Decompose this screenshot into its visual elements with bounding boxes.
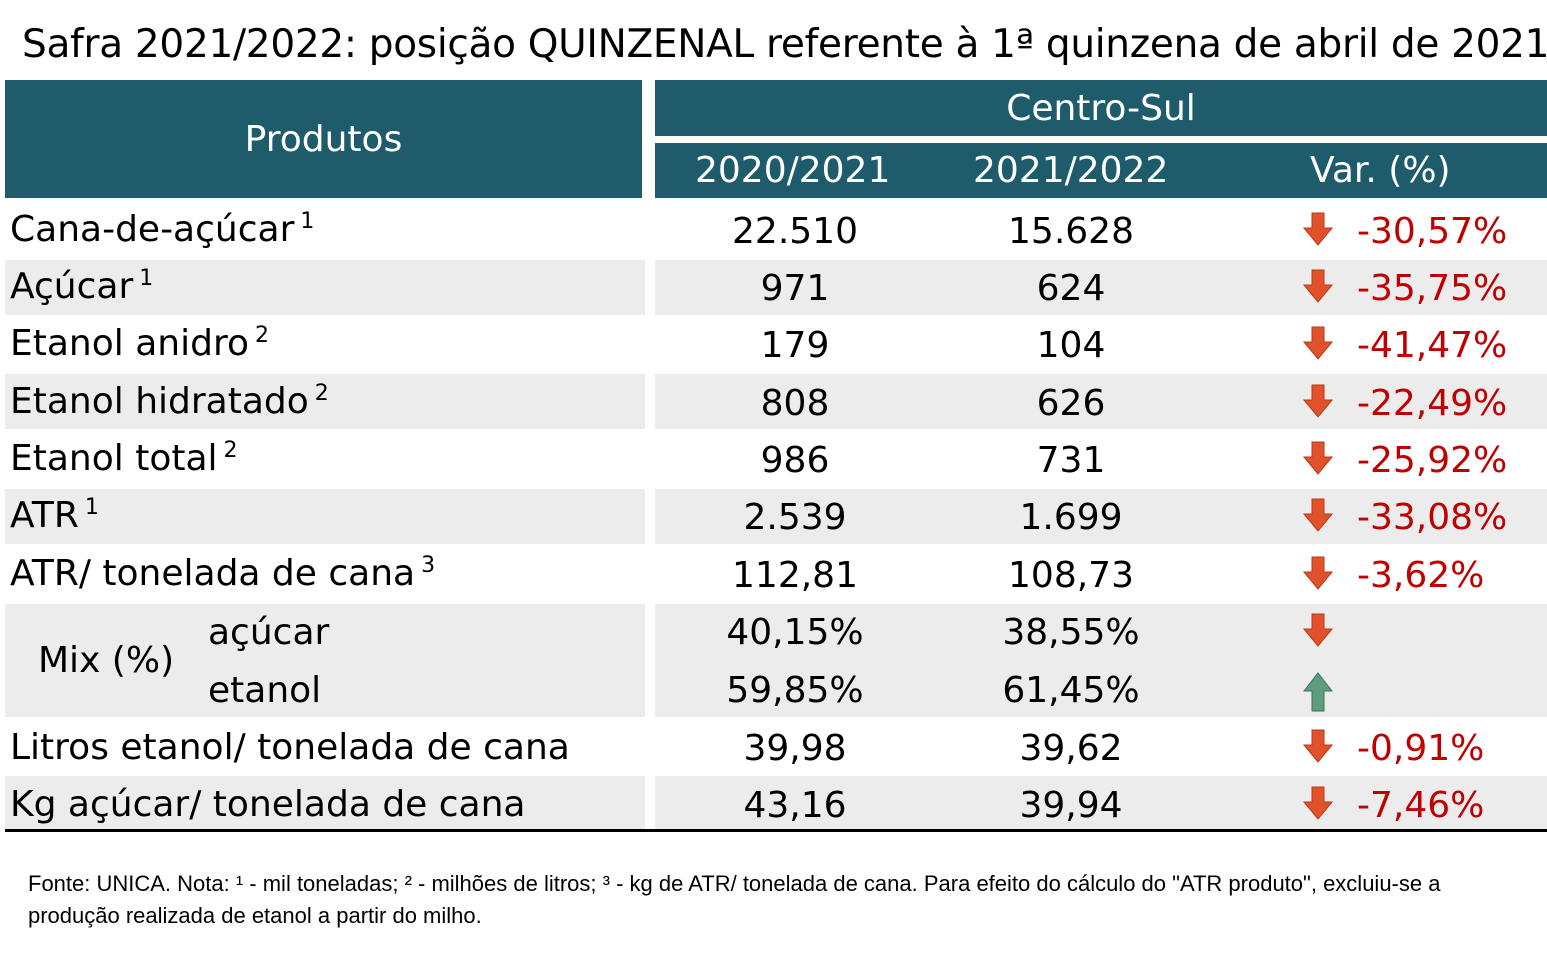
row-v2-kg: 39,94 (1019, 785, 1123, 826)
row-v1-acucar: 971 (760, 268, 830, 309)
footnote: Fonte: UNICA. Nota: ¹ - mil toneladas; ²… (28, 871, 1441, 928)
row-var-atr-tonelada: -3,62% (1357, 555, 1485, 596)
arrow-up-icon (1303, 672, 1333, 712)
row-label-anidro: Etanol anidro 2 (10, 323, 269, 364)
row-v2-anidro: 104 (1036, 325, 1106, 366)
row-v1-kg: 43,16 (743, 785, 847, 826)
arrow-down-icon (1303, 269, 1333, 303)
stripe-acucar (5, 260, 645, 315)
mix-etanol-v1: 59,85% (726, 670, 864, 711)
row-v1-atr: 2.539 (743, 497, 847, 538)
stripe-atr (5, 489, 645, 544)
arrow-down-icon (1303, 786, 1333, 820)
row-v2-atr-tonelada: 108,73 (1008, 555, 1134, 596)
row-label-atr-tonelada: ATR/ tonelada de cana 3 (10, 553, 436, 594)
page-title: Safra 2021/2022: posição QUINZENAL refer… (22, 22, 1547, 67)
row-v2-cana: 15.628 (1008, 211, 1134, 252)
stripe-atr-right (655, 489, 1547, 544)
row-label-kg: Kg açúcar/ tonelada de cana (10, 784, 526, 825)
row-var-acucar: -35,75% (1357, 268, 1508, 309)
stripe-kg-right (655, 776, 1547, 829)
row-var-hidratado: -22,49% (1357, 383, 1508, 424)
table-bottom-rule (5, 829, 1547, 832)
stripe-hidratado-right (655, 374, 1547, 429)
row-label-acucar: Açúcar 1 (10, 266, 154, 307)
row-var-cana: -30,57% (1357, 211, 1508, 252)
row-v2-total: 731 (1036, 440, 1106, 481)
header-years: 2020/2021 2021/2022 Var. (%) (655, 143, 1547, 198)
mix-acucar-label: açúcar (208, 612, 330, 653)
stripe-mix (5, 604, 645, 717)
mix-etanol-v2: 61,45% (1002, 670, 1140, 711)
header-col1: 2020/2021 (695, 150, 891, 191)
row-label-atr: ATR 1 (10, 495, 99, 536)
arrow-down-icon (1303, 441, 1333, 475)
row-var-total: -25,92% (1357, 440, 1508, 481)
row-var-atr: -33,08% (1357, 497, 1508, 538)
mix-etanol-label: etanol (208, 670, 322, 711)
header-col3: Var. (%) (1310, 150, 1451, 191)
header-region-label: Centro-Sul (1006, 87, 1196, 129)
header-produtos: Produtos (5, 80, 642, 198)
stripe-mix-right (655, 604, 1547, 717)
row-v1-total: 986 (760, 440, 830, 481)
arrow-down-icon (1303, 729, 1333, 763)
mix-acucar-v2: 38,55% (1002, 612, 1140, 653)
arrow-down-icon (1303, 212, 1333, 246)
arrow-down-icon (1303, 613, 1333, 647)
row-var-anidro: -41,47% (1357, 325, 1508, 366)
mix-label: Mix (%) (38, 640, 175, 681)
stripe-kg (5, 776, 645, 829)
stripe-hidratado (5, 374, 645, 429)
stripe-acucar-right (655, 260, 1547, 315)
arrow-down-icon (1303, 326, 1333, 360)
row-v2-acucar: 624 (1036, 268, 1106, 309)
arrow-down-icon (1303, 384, 1333, 418)
row-v2-litros: 39,62 (1019, 728, 1123, 769)
row-label-total: Etanol total 2 (10, 438, 238, 479)
row-v2-atr: 1.699 (1019, 497, 1123, 538)
row-label-hidratado: Etanol hidratado 2 (10, 381, 329, 422)
row-v1-hidratado: 808 (760, 383, 830, 424)
arrow-down-icon (1303, 556, 1333, 590)
row-label-cana: Cana-de-açúcar 1 (10, 209, 315, 250)
row-var-litros: -0,91% (1357, 728, 1485, 769)
header-col2: 2021/2022 (973, 150, 1169, 191)
row-v2-hidratado: 626 (1036, 383, 1106, 424)
row-v1-anidro: 179 (760, 325, 830, 366)
row-v1-litros: 39,98 (743, 728, 847, 769)
header-region: Centro-Sul (655, 80, 1547, 136)
mix-acucar-v1: 40,15% (726, 612, 864, 653)
row-var-kg: -7,46% (1357, 785, 1485, 826)
arrow-down-icon (1303, 498, 1333, 532)
row-label-litros: Litros etanol/ tonelada de cana (10, 727, 570, 768)
header-produtos-label: Produtos (244, 118, 403, 160)
row-v1-cana: 22.510 (732, 211, 858, 252)
row-v1-atr-tonelada: 112,81 (732, 555, 858, 596)
